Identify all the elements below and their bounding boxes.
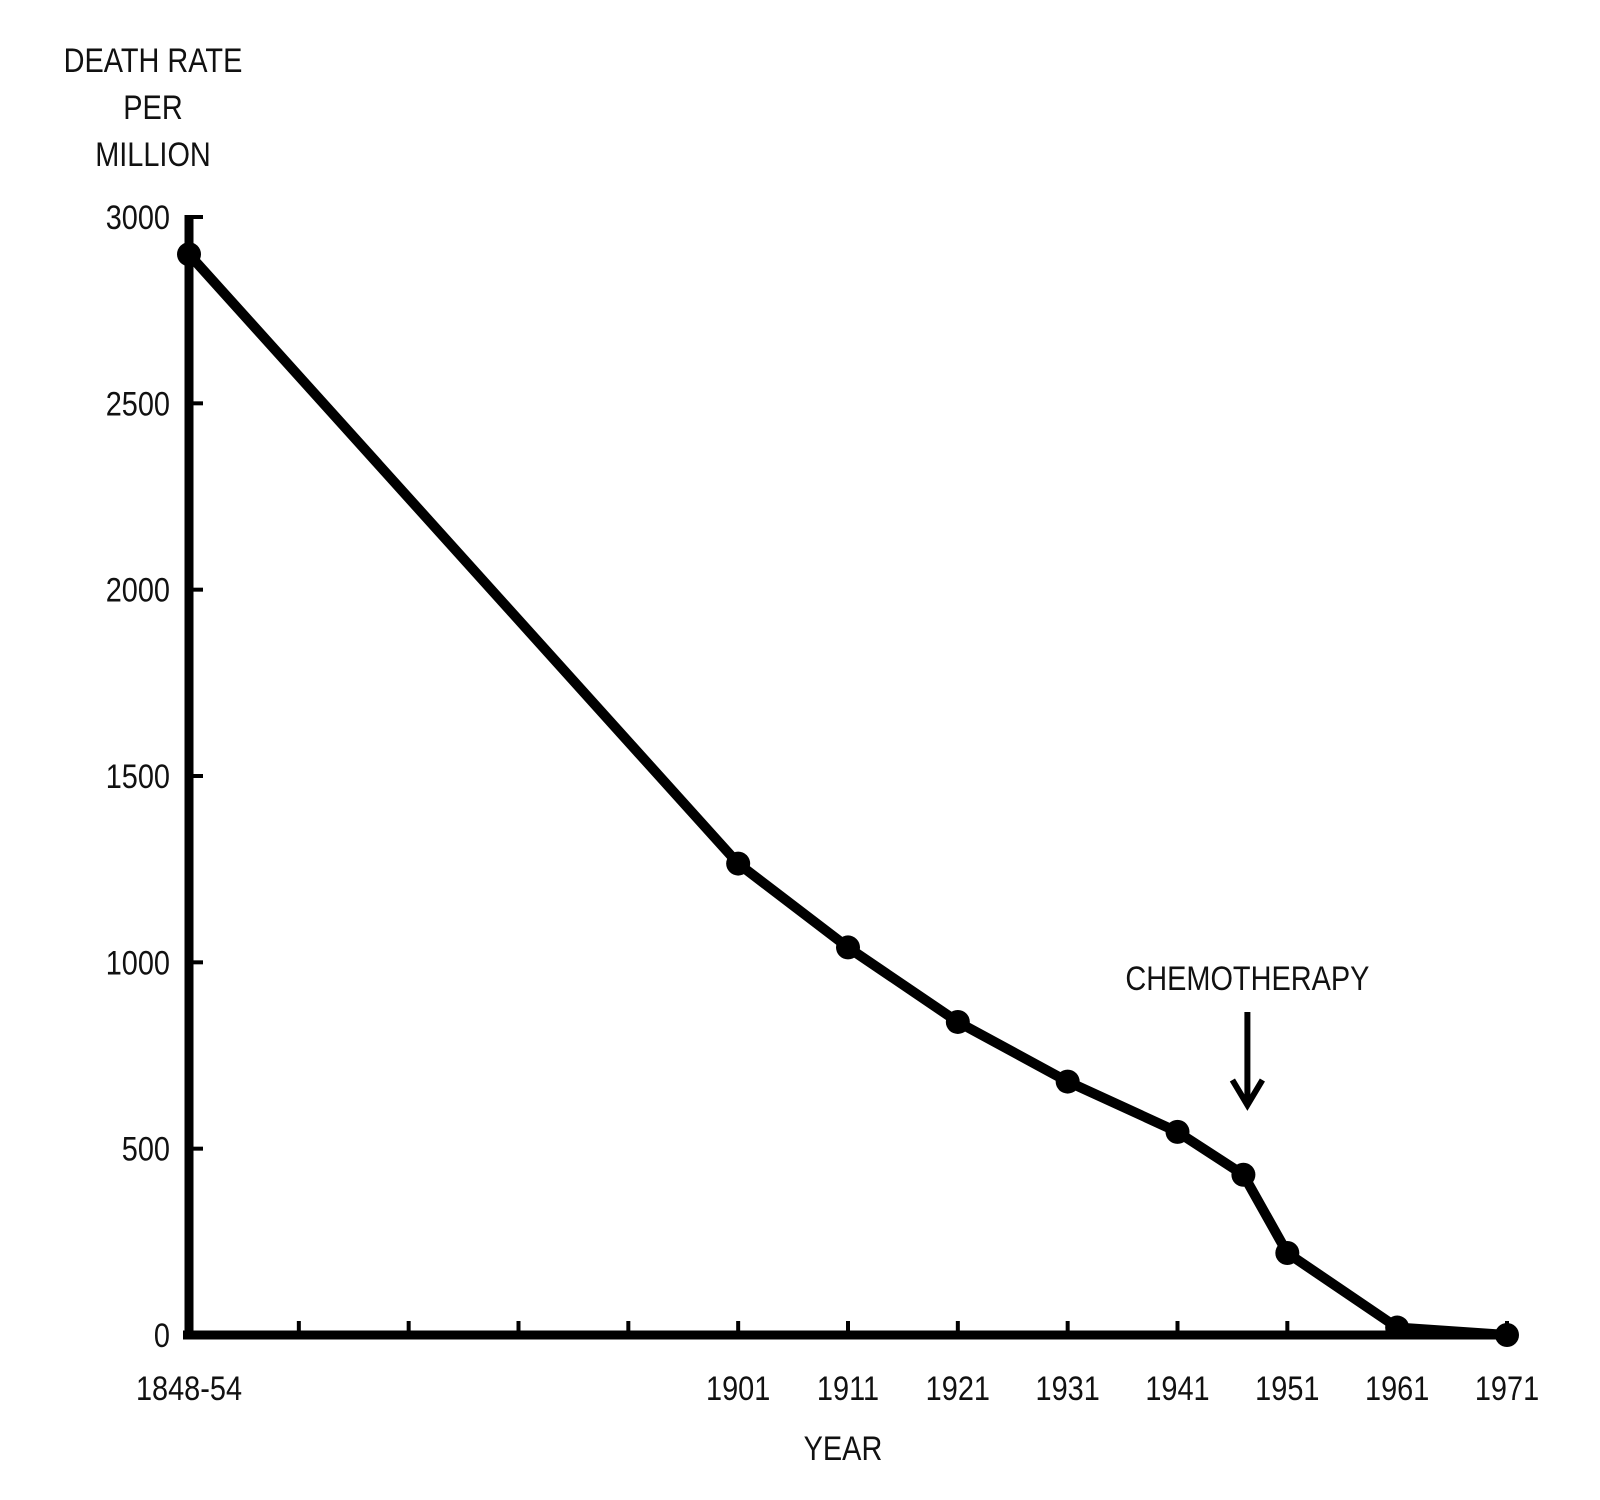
data-point xyxy=(836,935,860,960)
y-tick-label: 0 xyxy=(154,1316,170,1355)
x-tick-label: 1911 xyxy=(817,1369,879,1408)
y-tick-label: 1000 xyxy=(106,943,170,982)
x-tick-label: 1961 xyxy=(1365,1369,1429,1408)
data-point xyxy=(1231,1162,1256,1187)
series-line xyxy=(185,250,1508,1340)
x-tick-label: 1931 xyxy=(1036,1369,1100,1408)
data-point xyxy=(1495,1323,1519,1347)
y-tick-label: 2500 xyxy=(106,384,170,423)
x-tick-label: 1941 xyxy=(1145,1369,1209,1408)
data-point xyxy=(1275,1241,1300,1266)
y-tick-label: 500 xyxy=(122,1129,170,1168)
x-tick-label: 1848-54 xyxy=(136,1369,242,1408)
y-tick-label: 3000 xyxy=(106,198,170,237)
data-point xyxy=(1055,1069,1080,1094)
annotation-label: CHEMOTHERAPY xyxy=(1125,959,1369,998)
data-point xyxy=(1385,1315,1410,1340)
y-axis-label: PER xyxy=(123,88,182,127)
x-axis-label: YEAR xyxy=(804,1429,883,1468)
x-tick-label: 1901 xyxy=(706,1369,770,1408)
y-axis-label: MILLION xyxy=(95,135,211,174)
y-tick-label: 2000 xyxy=(106,570,170,609)
x-tick-label: 1971 xyxy=(1475,1369,1539,1408)
data-point xyxy=(1165,1119,1190,1144)
data-point xyxy=(945,1009,970,1034)
data-point xyxy=(726,851,751,876)
y-axis-label: DEATH RATE xyxy=(64,41,243,80)
x-tick-label: 1921 xyxy=(926,1369,990,1408)
x-tick-label: 1951 xyxy=(1255,1369,1319,1408)
y-tick-label: 1500 xyxy=(106,757,170,796)
annotation-arrow-head xyxy=(1229,1078,1265,1111)
data-point xyxy=(177,242,201,267)
